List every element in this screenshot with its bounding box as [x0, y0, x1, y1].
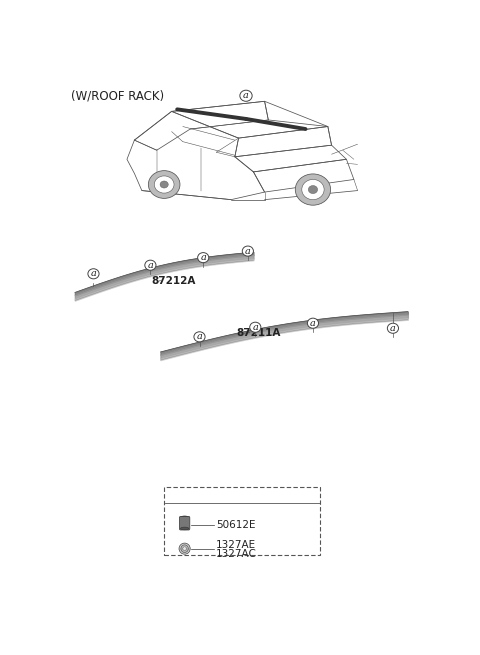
- Ellipse shape: [174, 491, 184, 500]
- Ellipse shape: [307, 318, 319, 328]
- Text: a: a: [200, 253, 206, 262]
- Text: (W/ROOF RACK): (W/ROOF RACK): [71, 90, 164, 103]
- Ellipse shape: [160, 181, 168, 188]
- Text: a: a: [390, 324, 396, 333]
- Text: 1327AE: 1327AE: [216, 540, 256, 550]
- Ellipse shape: [148, 171, 180, 198]
- Ellipse shape: [180, 527, 189, 530]
- Ellipse shape: [250, 322, 261, 332]
- Ellipse shape: [295, 174, 331, 205]
- Ellipse shape: [302, 179, 324, 200]
- Ellipse shape: [145, 260, 156, 271]
- Ellipse shape: [198, 253, 209, 263]
- FancyBboxPatch shape: [164, 487, 321, 555]
- Ellipse shape: [154, 176, 174, 193]
- Ellipse shape: [194, 332, 205, 342]
- Ellipse shape: [180, 516, 189, 520]
- Text: a: a: [176, 491, 182, 500]
- Ellipse shape: [387, 323, 398, 333]
- Ellipse shape: [179, 543, 190, 554]
- Text: a: a: [252, 323, 258, 331]
- Text: a: a: [243, 91, 249, 100]
- Text: 87211A: 87211A: [237, 328, 281, 338]
- Ellipse shape: [183, 547, 186, 550]
- Text: a: a: [147, 261, 153, 270]
- Ellipse shape: [308, 185, 318, 194]
- FancyBboxPatch shape: [180, 516, 190, 530]
- Ellipse shape: [242, 246, 253, 256]
- Ellipse shape: [88, 269, 99, 279]
- Text: a: a: [310, 319, 316, 328]
- Text: 50612E: 50612E: [216, 520, 256, 530]
- Text: 87212A: 87212A: [151, 276, 195, 286]
- Text: a: a: [197, 332, 203, 341]
- Text: 1327AC: 1327AC: [216, 549, 257, 559]
- Ellipse shape: [181, 545, 188, 552]
- Ellipse shape: [240, 90, 252, 102]
- Text: a: a: [91, 269, 96, 278]
- Text: a: a: [245, 246, 251, 255]
